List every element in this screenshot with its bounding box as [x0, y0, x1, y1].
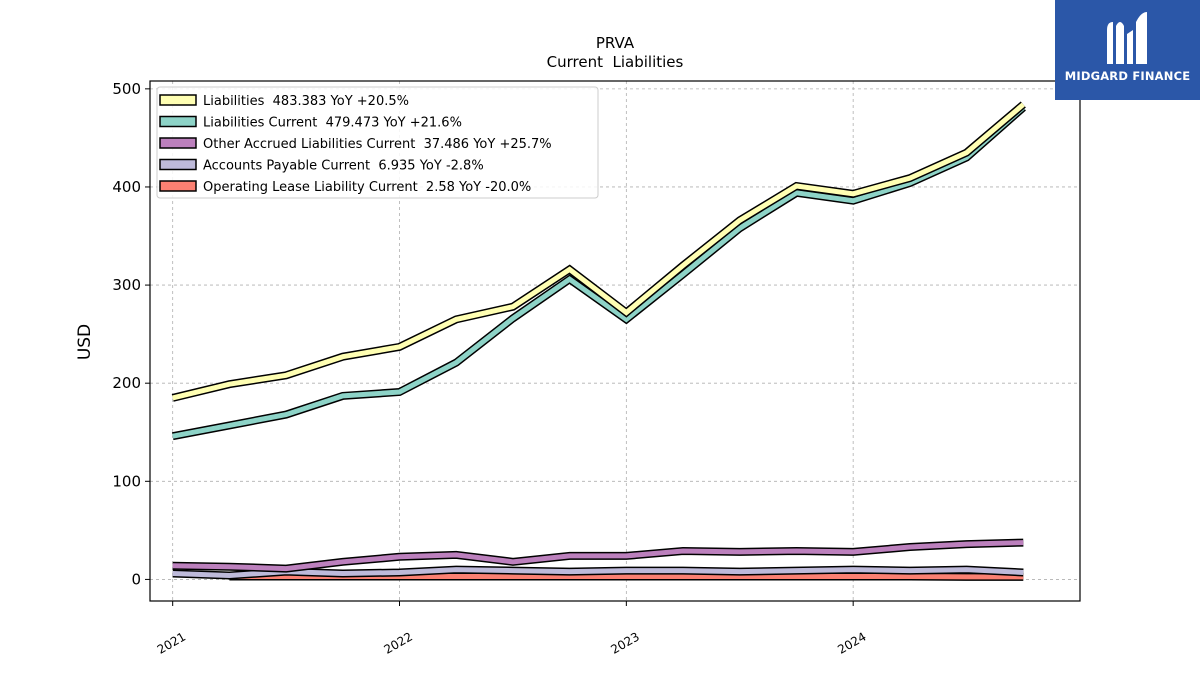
y-tick-label: 500 [112, 80, 141, 98]
logo: MIDGARD FINANCE [1055, 0, 1200, 100]
logo-mark-icon [1107, 12, 1147, 64]
x-tick-label: 2024 [835, 629, 868, 656]
legend-entry: Liabilities 483.383 YoY +20.5% [203, 94, 409, 109]
chart-title: PRVA [596, 34, 635, 52]
legend-swatch [159, 115, 197, 128]
legend-swatch [159, 137, 197, 149]
y-tick-label: 0 [131, 570, 141, 588]
legend-entry: Operating Lease Liability Current 2.58 Y… [203, 180, 531, 195]
logo-text: MIDGARD FINANCE [1064, 69, 1191, 83]
series-line [172, 540, 1024, 572]
x-axis: 2021 2022 2023 2024 [155, 601, 869, 657]
y-tick-label: 400 [112, 178, 141, 196]
series-line [172, 102, 1025, 401]
y-tick-label: 300 [112, 276, 141, 294]
legend-entry: Accounts Payable Current 6.935 YoY -2.8% [203, 159, 484, 174]
legend: Liabilities 483.383 YoY +20.5% Liabilitie… [156, 86, 599, 199]
legend-box [156, 86, 599, 199]
legend-swatch [159, 94, 197, 106]
series-line [172, 105, 1025, 439]
plot-frame [149, 80, 1081, 602]
y-axis-label: USD [75, 324, 95, 360]
legend-entry: Other Accrued Liabilities Current 37.486… [203, 137, 552, 152]
legend-entry: Liabilities Current 479.473 YoY +21.6% [203, 116, 462, 131]
legend-swatch [159, 180, 197, 192]
x-tick-label: 2022 [382, 629, 415, 656]
series-line [172, 567, 1024, 579]
y-axis: 0 100 200 300 400 500 [112, 80, 150, 588]
y-tick-label: 200 [112, 374, 141, 392]
y-tick-label: 100 [112, 472, 141, 490]
series-group [171, 101, 1026, 581]
chart-subtitle: Current Liabilities [547, 53, 684, 71]
legend-swatch [159, 158, 197, 171]
x-tick-label: 2021 [155, 629, 188, 656]
x-tick-label: 2023 [608, 629, 641, 656]
